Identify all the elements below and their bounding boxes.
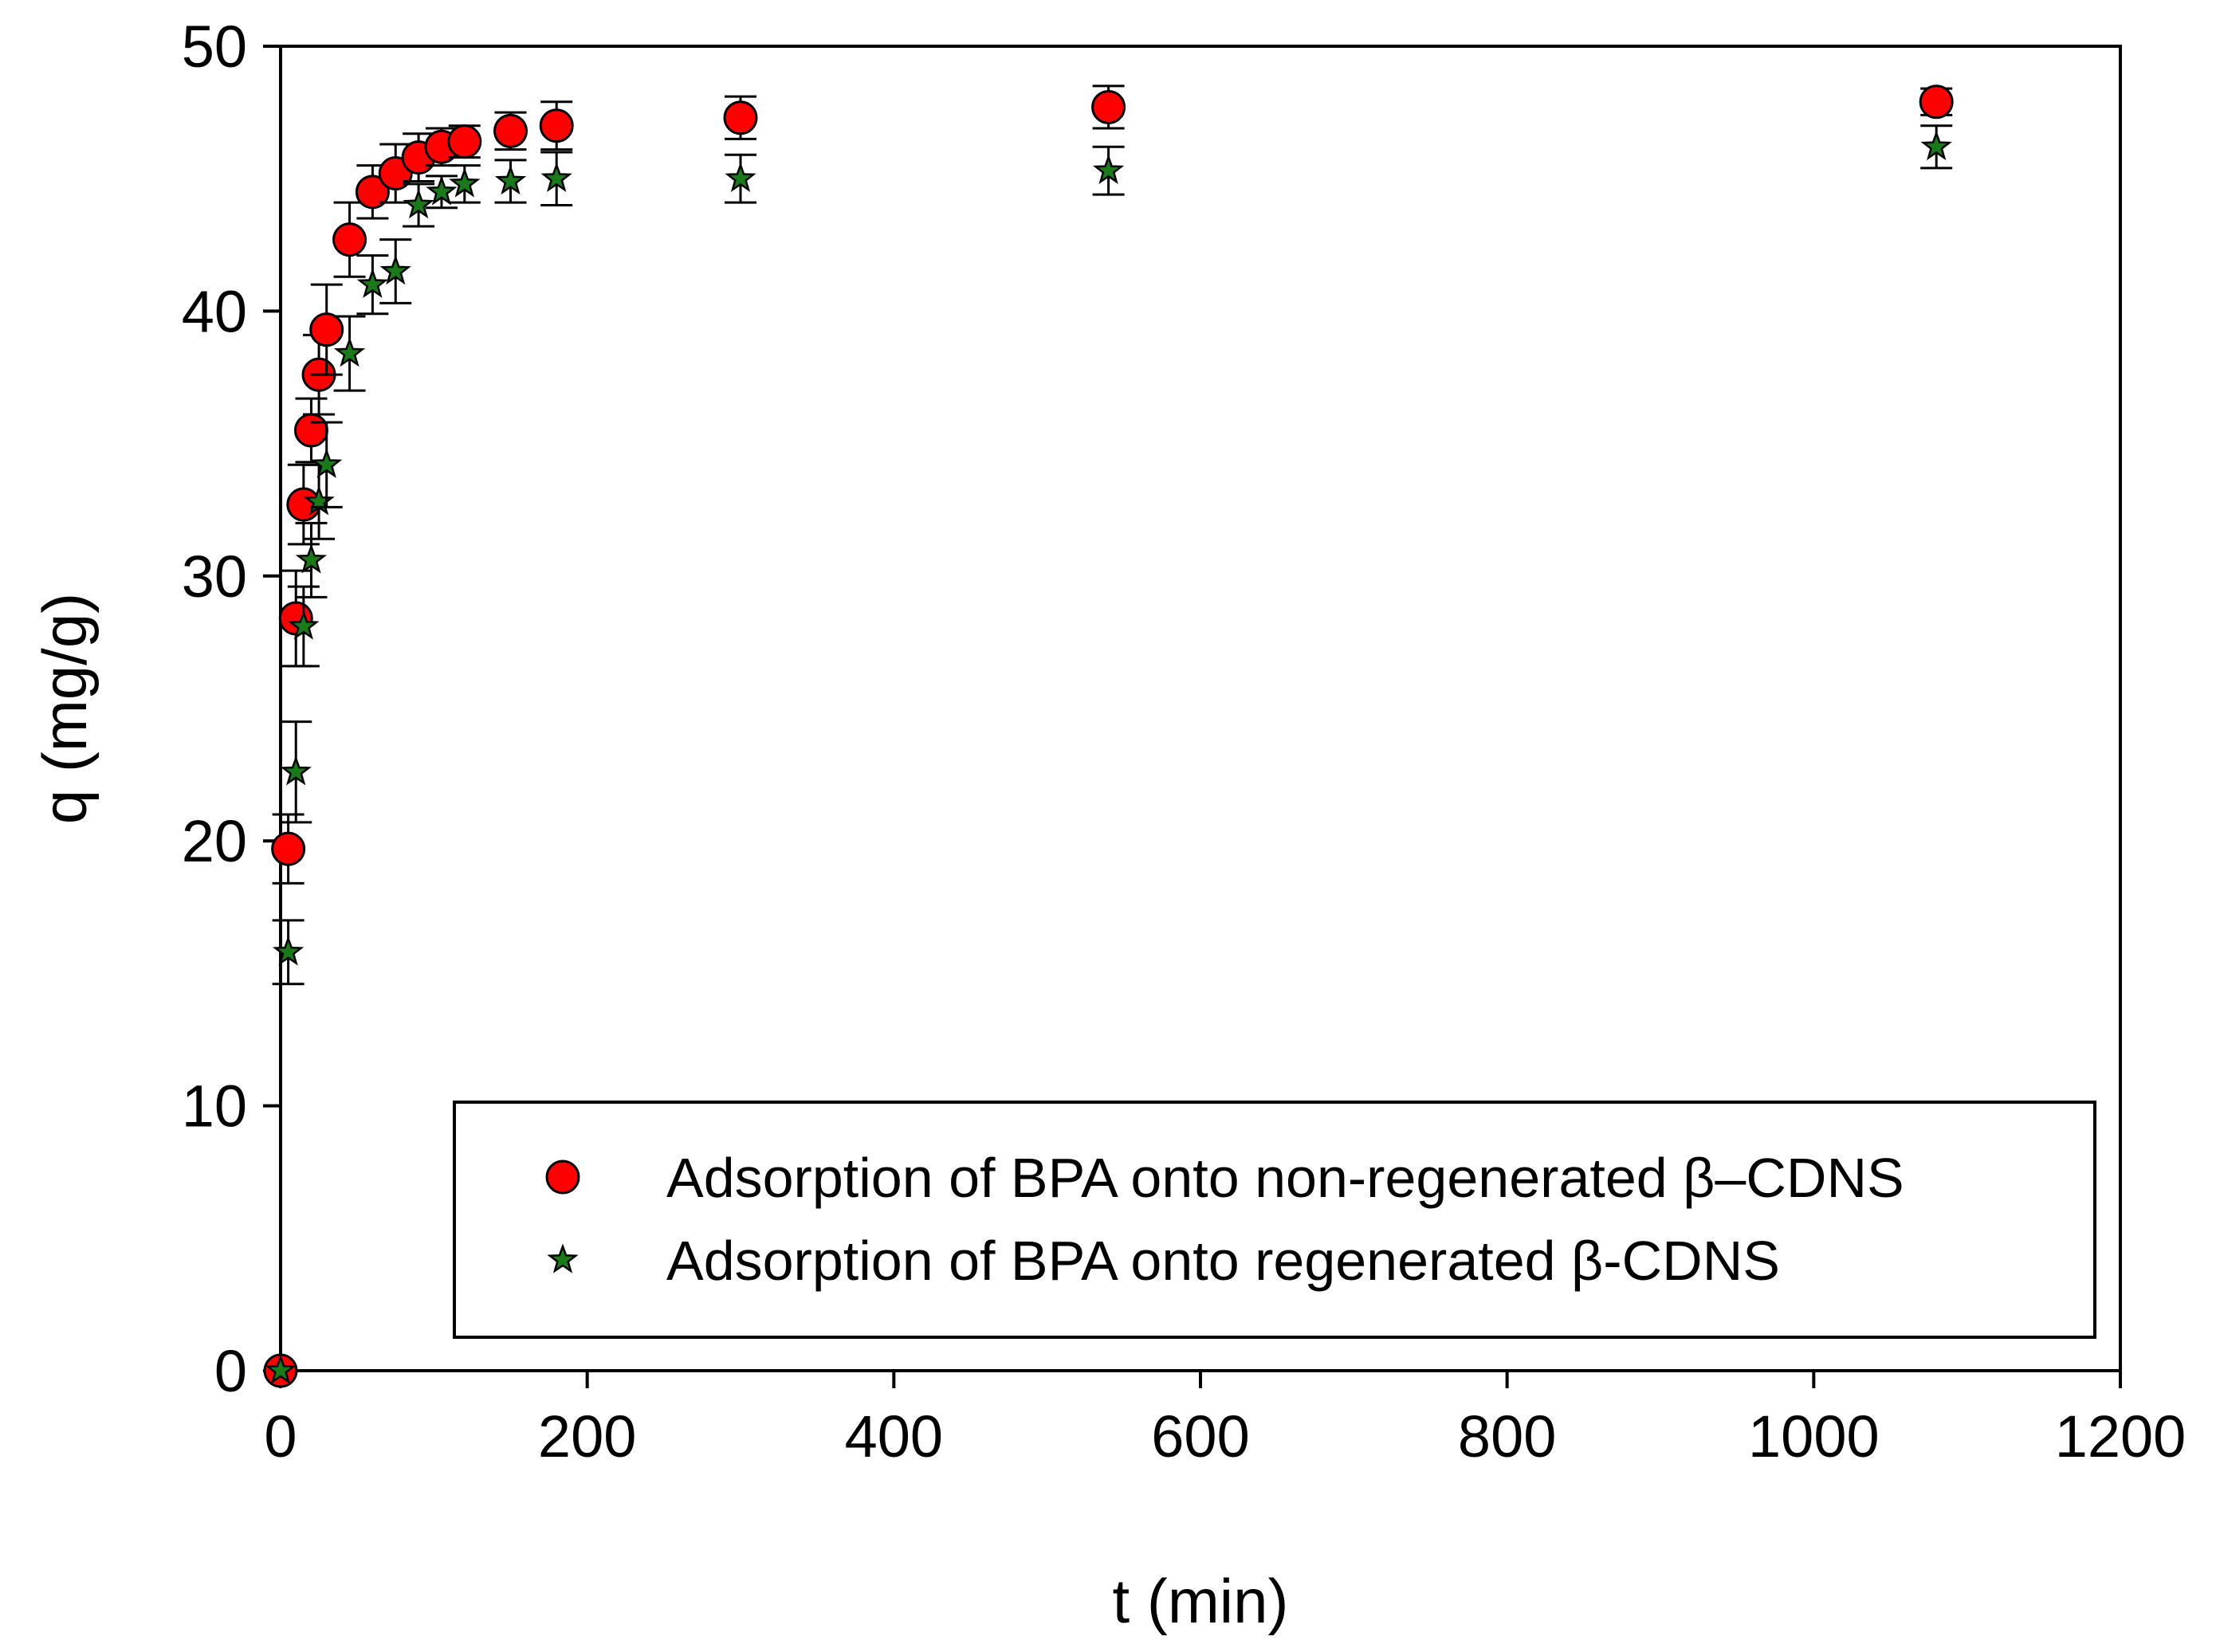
- circle-point: [1091, 89, 1126, 124]
- circle-point: [293, 413, 328, 448]
- star-point: [426, 175, 458, 206]
- x-tick-label: 1000: [1748, 1403, 1880, 1470]
- y-tick-label: 20: [182, 808, 247, 874]
- x-tick-label: 1200: [2055, 1403, 2187, 1470]
- legend: Adsorption of BPA onto non-regenerated β…: [453, 1101, 2096, 1339]
- circle-point: [332, 222, 367, 257]
- x-tick-label: 400: [845, 1403, 943, 1470]
- circle-point: [493, 113, 528, 148]
- star-point: [1920, 130, 1952, 161]
- star-point: [272, 936, 305, 966]
- legend-label-1: Adsorption of BPA onto non-regenerated β…: [666, 1147, 1904, 1209]
- star-point: [1092, 154, 1125, 184]
- series-2: [265, 124, 1953, 1384]
- y-tick-label: 0: [214, 1338, 247, 1404]
- star-point: [403, 188, 434, 219]
- star-point: [379, 254, 411, 285]
- series-1: [263, 84, 1954, 1388]
- x-tick-label: 0: [264, 1403, 297, 1470]
- star-point: [333, 336, 366, 367]
- circle-point: [723, 100, 758, 135]
- star-point: [540, 162, 572, 192]
- circle-point: [447, 124, 482, 159]
- circle-point: [355, 175, 390, 210]
- star-point: [725, 162, 756, 192]
- legend-marker-2: [547, 1243, 579, 1273]
- star-point: [265, 1354, 297, 1384]
- x-axis-title: t (min): [1113, 1566, 1289, 1636]
- y-tick-label: 30: [182, 543, 247, 610]
- star-point: [311, 448, 343, 478]
- x-tick-label: 600: [1151, 1403, 1249, 1470]
- x-tick-label: 800: [1458, 1403, 1556, 1470]
- y-tick-label: 50: [182, 14, 247, 80]
- circle-point: [1919, 84, 1954, 120]
- legend-label-2: Adsorption of BPA onto regenerated β-CDN…: [666, 1230, 1780, 1292]
- y-tick-label: 40: [182, 278, 247, 344]
- y-tick-label: 10: [182, 1073, 247, 1140]
- star-point: [280, 755, 312, 786]
- legend-marker-1: [545, 1160, 580, 1195]
- star-point: [295, 543, 328, 574]
- x-tick-label: 200: [538, 1403, 636, 1470]
- star-point: [494, 164, 527, 195]
- star-point: [449, 167, 481, 198]
- star-point: [288, 610, 320, 640]
- legend-box: [453, 1101, 2096, 1339]
- circle-point: [539, 108, 574, 143]
- circle-point: [271, 831, 306, 866]
- circle-point: [309, 312, 344, 347]
- star-point: [356, 268, 389, 298]
- data-points: [263, 84, 1954, 1388]
- y-axis-title: q (mg/g): [29, 593, 100, 824]
- legend-items: Adsorption of BPA onto non-regenerated β…: [545, 1147, 1904, 1292]
- axis-ticks: 0 200 400 600 800 1000 1200 0 10 20 30 40 50: [182, 14, 2187, 1470]
